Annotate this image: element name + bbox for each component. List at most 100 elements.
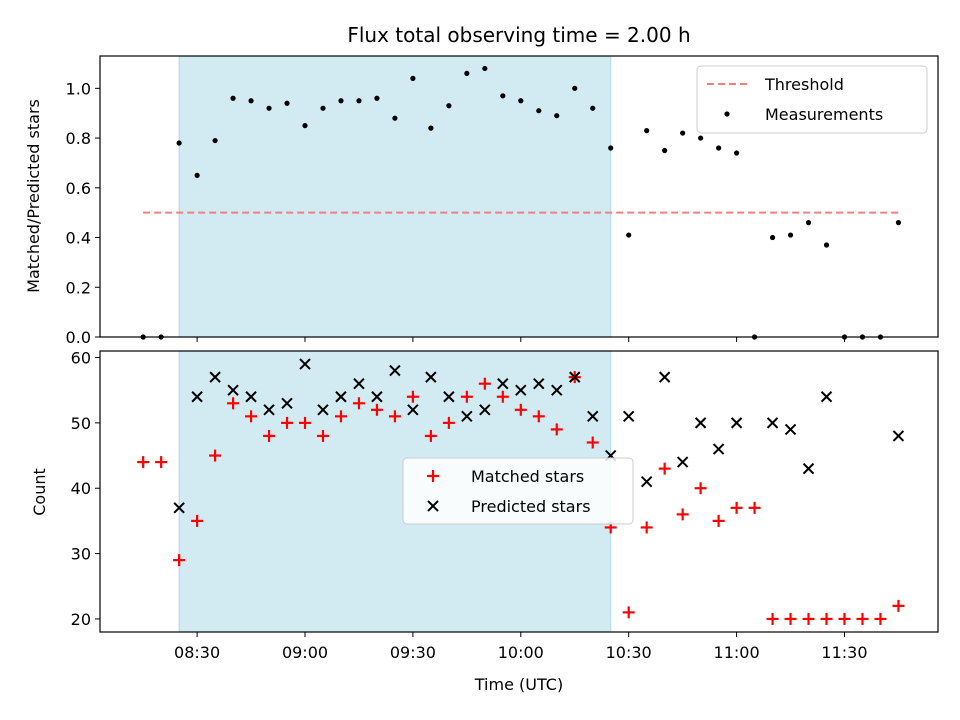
x-tick-label: 10:30 xyxy=(606,643,652,662)
predicted-star-point xyxy=(173,502,185,514)
matched-star-point xyxy=(712,514,725,527)
predicted-star-point xyxy=(425,371,437,383)
matched-star-point xyxy=(874,612,887,625)
predicted-star-point xyxy=(820,391,833,403)
bottom-y-axis-label: Count xyxy=(30,468,49,516)
top-y-tick-label: 0.6 xyxy=(66,179,91,198)
predicted-star-point xyxy=(766,417,779,429)
top-y-ticks: 0.0 0.2 0.4 0.6 0.8 1.0 xyxy=(66,79,100,347)
predicted-star-point xyxy=(587,410,599,423)
measurement-point xyxy=(446,103,452,109)
chart-title: Flux total observing time = 2.00 h xyxy=(347,23,690,47)
matched-star-point xyxy=(478,377,491,390)
legend-measurements-swatch xyxy=(724,111,730,117)
matched-star-point xyxy=(676,508,689,521)
matched-star-point xyxy=(496,390,509,403)
matched-star-point xyxy=(209,449,222,462)
predicted-star-point xyxy=(263,404,275,416)
predicted-star-point xyxy=(694,417,707,429)
matched-star-point xyxy=(532,410,545,423)
measurement-point xyxy=(392,115,398,121)
predicted-star-point xyxy=(461,410,473,423)
measurement-point xyxy=(823,242,830,248)
matched-star-point xyxy=(622,606,635,619)
predicted-star-point xyxy=(712,443,725,455)
predicted-star-point xyxy=(245,391,257,403)
predicted-star-point xyxy=(730,417,743,429)
matched-star-point xyxy=(802,612,815,625)
bottom-panel: 20 30 40 50 60 08:30 09:00 09:30 10:00 10:30 11:0… xyxy=(30,349,939,694)
measurement-point xyxy=(626,232,632,238)
predicted-star-point xyxy=(227,384,239,396)
predicted-star-point xyxy=(784,423,797,436)
bottom-y-tick-label: 40 xyxy=(71,479,91,498)
measurement-point xyxy=(572,85,578,91)
x-tick-label: 09:00 xyxy=(282,643,328,662)
matched-star-point xyxy=(424,429,437,442)
measurement-point xyxy=(338,98,344,104)
x-tick-label: 11:30 xyxy=(821,643,867,662)
bottom-y-tick-label: 30 xyxy=(71,545,91,564)
predicted-star-point xyxy=(443,391,455,403)
measurement-point xyxy=(769,234,776,241)
measurement-point xyxy=(805,220,812,226)
top-y-tick-label: 0.2 xyxy=(66,278,91,297)
matched-star-point xyxy=(460,390,473,403)
predicted-star-point xyxy=(676,456,689,468)
matched-star-point xyxy=(748,501,761,514)
measurement-point xyxy=(680,130,686,136)
matched-star-point xyxy=(137,456,150,469)
predicted-star-point xyxy=(371,391,383,403)
matched-star-point xyxy=(838,612,851,625)
matched-star-point xyxy=(892,599,905,612)
matched-star-point xyxy=(352,397,365,410)
predicted-star-point xyxy=(497,377,509,390)
bottom-y-tick-label: 20 xyxy=(71,610,91,629)
bottom-axes-frame xyxy=(99,350,939,633)
measurement-point xyxy=(698,135,704,141)
x-tick-label: 10:00 xyxy=(498,643,544,662)
top-y-axis-label: Matched/Predicted stars xyxy=(24,99,43,293)
measurement-point xyxy=(230,95,236,101)
matched-star-point xyxy=(173,554,186,567)
predicted-star-point xyxy=(569,371,581,383)
matched-star-point xyxy=(406,390,419,403)
top-panel: 0.0 0.2 0.4 0.6 0.8 1.0 Matched/Predicted sta… xyxy=(24,55,939,347)
measurement-point xyxy=(374,95,380,101)
predicted-star-point xyxy=(551,384,563,396)
measurement-point xyxy=(302,123,308,129)
predicted-star-point xyxy=(317,404,329,416)
matched-star-point xyxy=(370,403,383,416)
measurement-point xyxy=(248,98,254,104)
matched-star-point xyxy=(281,416,294,429)
measurement-point xyxy=(716,145,722,151)
measurement-point xyxy=(518,98,524,104)
measurement-point xyxy=(554,113,560,119)
predicted-star-point xyxy=(622,410,635,423)
measurement-point xyxy=(356,98,362,104)
matched-star-point xyxy=(658,462,671,475)
top-axes-frame xyxy=(99,55,939,338)
predicted-star-point xyxy=(802,462,815,475)
bottom-x-ticks: 08:30 09:00 09:30 10:00 10:30 11:00 11:30 xyxy=(174,632,868,662)
x-tick-label: 08:30 xyxy=(174,643,220,662)
matched-star-point xyxy=(191,514,204,527)
predicted-star-point xyxy=(892,430,905,442)
predicted-star-point xyxy=(658,371,671,383)
matched-star-point xyxy=(245,410,258,423)
matched-star-point xyxy=(640,521,653,534)
predicted-star-point xyxy=(640,475,653,488)
bottom-legend-box xyxy=(402,457,634,525)
legend-predicted-swatch xyxy=(427,500,439,512)
measurement-point xyxy=(895,220,902,226)
matched-star-point xyxy=(694,482,707,495)
matched-star-point xyxy=(263,429,276,442)
top-legend-box xyxy=(696,65,928,134)
matched-star-point xyxy=(334,410,347,423)
predicted-star-point xyxy=(281,397,293,409)
matched-star-point xyxy=(299,416,312,429)
matched-star-point xyxy=(730,501,743,514)
top-legend: Threshold Measurements xyxy=(696,65,928,134)
matched-star-point xyxy=(784,612,797,625)
